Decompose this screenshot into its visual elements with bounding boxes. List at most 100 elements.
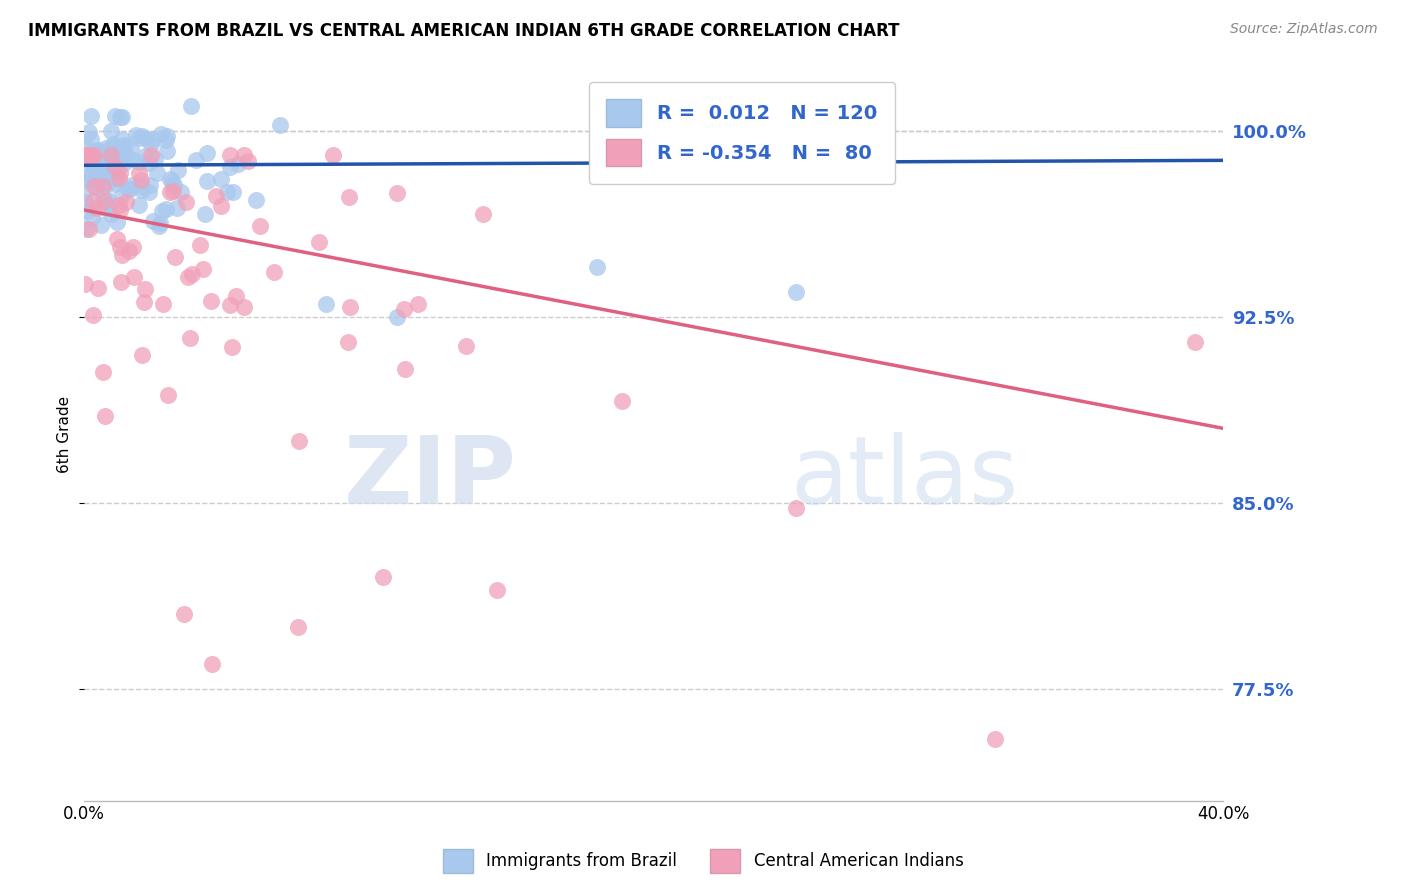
Point <box>785 500 807 515</box>
Point <box>146 166 169 180</box>
Point <box>101 170 124 185</box>
Point <box>91 149 114 163</box>
Point <box>336 334 359 349</box>
Point <box>159 171 181 186</box>
Point <box>77 148 100 162</box>
Point <box>97 197 120 211</box>
Point <box>80 149 103 163</box>
Point <box>101 140 124 154</box>
Point <box>100 207 122 221</box>
Point <box>80 109 103 123</box>
Point <box>80 150 103 164</box>
Point <box>162 174 184 188</box>
Point <box>104 177 127 191</box>
Point <box>105 155 128 169</box>
Point <box>128 155 150 169</box>
Y-axis label: 6th Grade: 6th Grade <box>58 396 72 473</box>
Point <box>110 275 132 289</box>
Point <box>308 235 330 249</box>
Point <box>105 171 128 186</box>
Point <box>86 143 108 157</box>
Point <box>132 295 155 310</box>
Point <box>96 194 118 209</box>
Point <box>90 160 112 174</box>
Point <box>191 261 214 276</box>
Point <box>1184 334 1206 349</box>
Point <box>152 297 174 311</box>
Point <box>142 132 165 146</box>
Point <box>124 128 146 143</box>
Point <box>80 167 103 181</box>
Point <box>110 166 132 180</box>
Legend: R =  0.012   N = 120, R = -0.354   N =  80: R = 0.012 N = 120, R = -0.354 N = 80 <box>589 82 894 184</box>
Point <box>117 182 139 196</box>
Point <box>97 176 120 190</box>
Point <box>104 143 127 157</box>
Point <box>121 178 143 192</box>
Point <box>209 199 232 213</box>
Point <box>100 148 122 162</box>
Point <box>148 219 170 233</box>
Point <box>179 331 201 345</box>
Point <box>76 203 98 218</box>
Point <box>75 277 97 292</box>
Point <box>114 194 136 209</box>
Point <box>97 193 120 207</box>
Point <box>82 308 104 322</box>
Point <box>200 294 222 309</box>
Point <box>129 179 152 194</box>
Point <box>75 186 97 200</box>
Point <box>195 146 218 161</box>
Point <box>177 270 200 285</box>
Point <box>86 163 108 178</box>
Point <box>75 194 97 209</box>
Point <box>232 300 254 314</box>
Point <box>105 215 128 229</box>
Point <box>139 178 162 192</box>
Point <box>107 198 129 212</box>
Point <box>104 160 127 174</box>
Point <box>339 300 361 314</box>
Point <box>91 179 114 194</box>
Point <box>90 218 112 232</box>
Point <box>287 620 309 634</box>
Point <box>76 155 98 169</box>
Point <box>288 434 311 449</box>
Point <box>112 156 135 170</box>
Point <box>188 238 211 252</box>
Point <box>87 281 110 295</box>
Point <box>103 146 125 161</box>
Point <box>111 110 134 124</box>
Point <box>173 607 195 622</box>
Point <box>105 142 128 156</box>
Point <box>222 185 245 199</box>
Point <box>249 219 271 233</box>
Point <box>112 146 135 161</box>
Point <box>194 206 217 220</box>
Point <box>174 194 197 209</box>
Point <box>138 156 160 170</box>
Point <box>166 201 188 215</box>
Point <box>131 183 153 197</box>
Point <box>100 169 122 183</box>
Text: IMMIGRANTS FROM BRAZIL VS CENTRAL AMERICAN INDIAN 6TH GRADE CORRELATION CHART: IMMIGRANTS FROM BRAZIL VS CENTRAL AMERIC… <box>28 22 900 40</box>
Point <box>108 240 131 254</box>
Point <box>108 152 131 166</box>
Point <box>785 285 807 299</box>
Point <box>76 169 98 184</box>
Point <box>101 167 124 181</box>
Legend: Immigrants from Brazil, Central American Indians: Immigrants from Brazil, Central American… <box>436 842 970 880</box>
Point <box>111 248 134 262</box>
Point <box>165 250 187 264</box>
Point <box>101 137 124 152</box>
Point <box>322 148 344 162</box>
Point <box>90 146 112 161</box>
Point <box>87 144 110 158</box>
Point <box>104 169 127 183</box>
Point <box>610 394 633 409</box>
Point <box>139 148 162 162</box>
Point <box>76 174 98 188</box>
Point <box>585 260 607 274</box>
Point <box>162 185 184 199</box>
Point <box>984 731 1007 746</box>
